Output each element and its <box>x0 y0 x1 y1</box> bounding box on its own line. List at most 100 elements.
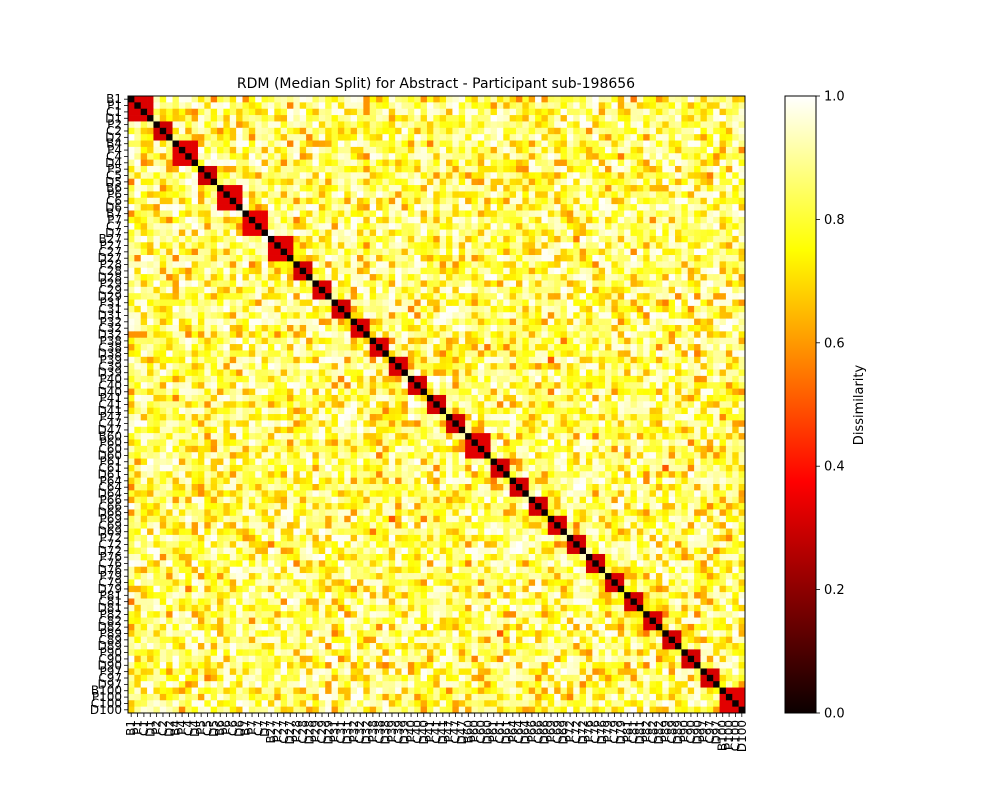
heatmap-cell <box>446 229 453 237</box>
heatmap-cell <box>267 331 275 339</box>
heatmap-cell <box>178 388 186 396</box>
heatmap-cell <box>643 165 650 173</box>
heatmap-cell <box>128 185 135 192</box>
heatmap-cell <box>229 178 237 186</box>
heatmap-cell <box>178 356 186 364</box>
heatmap-cell <box>662 388 670 396</box>
heatmap-cell <box>579 318 587 326</box>
heatmap-cell <box>471 134 479 141</box>
heatmap-cell <box>242 204 250 211</box>
heatmap-cell <box>204 363 212 370</box>
heatmap-cell <box>566 255 574 262</box>
heatmap-cell <box>535 312 542 319</box>
heatmap-cell <box>229 286 237 294</box>
heatmap-cell <box>554 102 561 110</box>
heatmap-cell <box>325 305 332 313</box>
heatmap-cell <box>458 293 466 300</box>
heatmap-cell <box>706 255 714 262</box>
heatmap-cell <box>217 299 224 307</box>
heatmap-cell <box>662 121 670 129</box>
heatmap-cell <box>522 96 530 103</box>
heatmap-cell <box>369 369 377 377</box>
heatmap-cell <box>522 235 530 243</box>
heatmap-cell <box>363 146 371 154</box>
heatmap-cell <box>585 121 593 129</box>
heatmap-cell <box>605 394 612 402</box>
heatmap-cell <box>681 242 689 250</box>
heatmap-cell <box>166 274 173 281</box>
heatmap-cell <box>509 197 517 205</box>
heatmap-cell <box>293 165 301 173</box>
heatmap-cell <box>267 115 275 122</box>
heatmap-cell <box>376 185 383 192</box>
heatmap-cell <box>217 191 224 199</box>
heatmap-cell <box>140 108 148 116</box>
heatmap-cell <box>147 331 154 339</box>
heatmap-cell <box>439 146 447 154</box>
heatmap-cell <box>191 356 199 364</box>
heatmap-cell <box>624 267 631 275</box>
heatmap-cell <box>636 280 644 288</box>
heatmap-cell <box>223 356 231 364</box>
heatmap-cell <box>592 363 600 370</box>
heatmap-cell <box>458 394 466 402</box>
heatmap-cell <box>439 293 447 300</box>
heatmap-cell <box>433 197 441 205</box>
heatmap-cell <box>433 274 441 281</box>
heatmap-cell <box>579 134 587 141</box>
heatmap-cell <box>713 401 720 409</box>
heatmap-cell <box>598 223 606 230</box>
heatmap-cell <box>687 375 695 383</box>
heatmap-cell <box>204 216 212 224</box>
heatmap-cell <box>725 216 733 224</box>
heatmap-cell <box>312 420 320 428</box>
heatmap-cell <box>159 210 167 218</box>
heatmap-cell <box>662 178 670 186</box>
heatmap-cell <box>191 382 199 389</box>
heatmap-cell <box>636 134 644 141</box>
heatmap-cell <box>325 318 332 326</box>
heatmap-cell <box>496 216 504 224</box>
heatmap-cell <box>236 255 243 262</box>
heatmap-cell <box>471 172 479 180</box>
heatmap-cell <box>687 134 695 141</box>
heatmap-cell <box>541 350 549 358</box>
heatmap-cell <box>471 242 479 250</box>
heatmap-cell <box>159 401 167 409</box>
heatmap-cell <box>694 96 701 103</box>
heatmap-cell <box>566 165 574 173</box>
heatmap-cell <box>287 210 294 218</box>
heatmap-cell <box>681 375 689 383</box>
heatmap-cell <box>598 102 606 110</box>
heatmap-cell <box>261 159 269 167</box>
heatmap-cell <box>159 414 167 421</box>
heatmap-cell <box>299 318 307 326</box>
heatmap-cell <box>528 261 536 269</box>
heatmap-cell <box>242 369 250 377</box>
heatmap-cell <box>668 140 676 148</box>
heatmap-cell <box>706 318 714 326</box>
heatmap-cell <box>312 134 320 141</box>
heatmap-cell <box>643 127 650 135</box>
heatmap-cell <box>159 121 167 129</box>
heatmap-cell <box>331 146 339 154</box>
heatmap-cell <box>267 229 275 237</box>
heatmap-cell <box>528 305 536 313</box>
heatmap-cell <box>344 293 351 300</box>
heatmap-cell <box>426 324 434 332</box>
heatmap-cell <box>407 305 415 313</box>
heatmap-cell <box>522 394 530 402</box>
heatmap-cell <box>452 248 460 256</box>
heatmap-cell <box>554 134 561 141</box>
heatmap-cell <box>140 204 148 211</box>
heatmap-cell <box>306 108 313 116</box>
heatmap-cell <box>547 191 555 199</box>
heatmap-cell <box>204 344 212 351</box>
heatmap-cell <box>446 274 453 281</box>
heatmap-cell <box>217 216 224 224</box>
heatmap-cell <box>191 134 199 141</box>
heatmap-cell <box>287 286 294 294</box>
heatmap-cell <box>636 388 644 396</box>
heatmap-cell <box>694 344 701 351</box>
heatmap-cell <box>611 229 619 237</box>
